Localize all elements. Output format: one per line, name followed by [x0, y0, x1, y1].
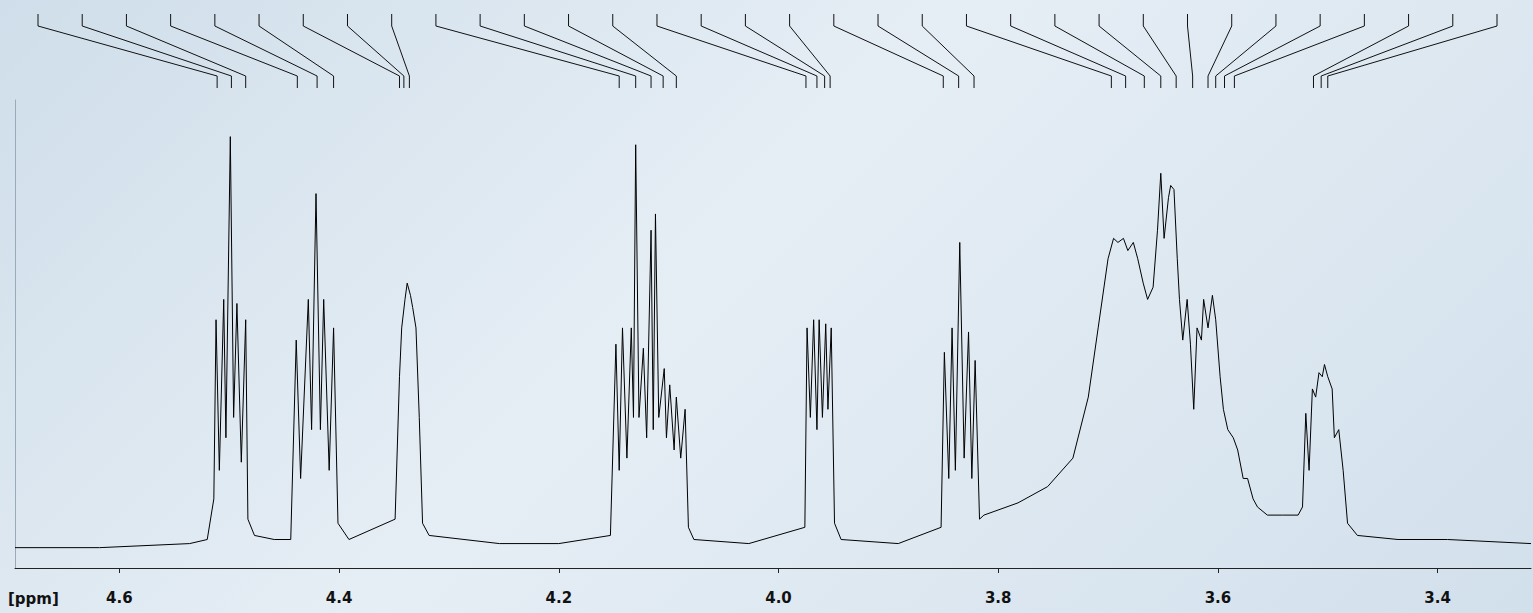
svg-text:4.0: 4.0: [765, 589, 792, 607]
svg-text:3.8: 3.8: [985, 589, 1012, 607]
svg-text:4.6: 4.6: [106, 589, 133, 607]
svg-text:4.2: 4.2: [545, 589, 572, 607]
svg-text:4.4: 4.4: [326, 589, 353, 607]
svg-text:[ppm]: [ppm]: [8, 590, 59, 608]
svg-text:3.4: 3.4: [1424, 589, 1451, 607]
svg-text:3.6: 3.6: [1205, 589, 1232, 607]
